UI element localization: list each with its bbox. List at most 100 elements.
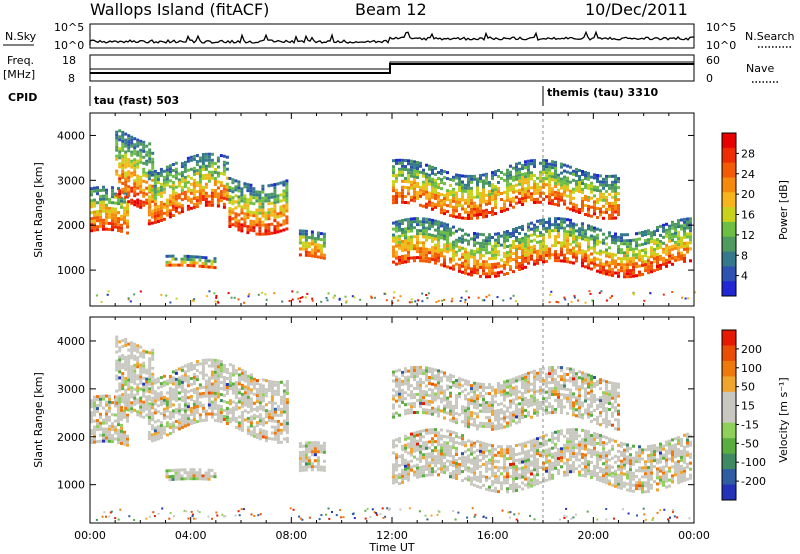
echo-cell <box>617 274 620 278</box>
echo-cell <box>494 200 497 204</box>
echo-cell <box>677 219 680 223</box>
echo-cell <box>404 201 407 204</box>
echo-cell <box>207 173 211 177</box>
echo-cell <box>425 467 428 471</box>
echo-cell <box>479 180 482 183</box>
echo-cell <box>168 200 172 204</box>
echo-cell <box>270 201 274 205</box>
echo-cell <box>545 439 548 443</box>
echo-cell <box>524 265 527 269</box>
echo-cell <box>422 186 425 190</box>
echo-cell <box>422 229 425 233</box>
echo-cell <box>201 174 205 177</box>
echo-cell <box>569 446 572 450</box>
noise-cell <box>306 292 309 295</box>
echo-cell <box>108 394 111 398</box>
echo-cell <box>467 210 470 214</box>
echo-cell <box>401 474 404 478</box>
echo-cell <box>587 248 590 252</box>
echo-cell <box>307 444 311 448</box>
echo-cell <box>192 196 196 200</box>
echo-cell <box>476 183 479 187</box>
echo-cell <box>539 161 542 165</box>
echo-cell <box>641 242 644 246</box>
echo-cell <box>491 251 494 254</box>
echo-cell <box>425 190 428 194</box>
echo-cell <box>150 400 154 404</box>
noise-cell <box>573 294 576 297</box>
echo-cell <box>139 184 143 188</box>
echo-cell <box>476 460 479 464</box>
echo-cell <box>581 170 584 173</box>
echo-cell <box>165 210 169 214</box>
echo-cell <box>115 344 119 348</box>
echo-cell <box>539 445 542 448</box>
echo-cell <box>434 228 437 232</box>
echo-cell <box>139 411 143 415</box>
echo-cell <box>452 211 455 215</box>
echo-cell <box>136 347 140 351</box>
echo-cell <box>452 470 455 474</box>
echo-cell <box>165 201 169 205</box>
echo-cell <box>210 176 214 180</box>
echo-cell <box>506 195 509 199</box>
echo-cell <box>569 192 572 196</box>
echo-cell <box>114 437 117 441</box>
echo-cell <box>458 436 461 439</box>
noise-cell <box>213 292 216 295</box>
echo-cell <box>222 400 226 403</box>
echo-cell <box>261 214 265 218</box>
echo-cell <box>491 447 494 451</box>
echo-cell <box>142 367 146 371</box>
echo-cell <box>121 172 125 176</box>
echo-cell <box>482 474 485 478</box>
echo-cell <box>246 213 250 217</box>
echo-cell <box>464 247 467 251</box>
echo-cell <box>479 250 482 254</box>
echo-cell <box>159 212 163 216</box>
echo-cell <box>285 404 289 407</box>
echo-cell <box>133 203 137 207</box>
echo-cell <box>434 446 437 450</box>
echo-cell <box>491 483 494 487</box>
echo-cell <box>482 456 485 460</box>
echo-cell <box>228 399 232 403</box>
echo-cell <box>231 418 235 422</box>
echo-cell <box>521 251 524 255</box>
echo-cell <box>261 420 265 424</box>
echo-cell <box>656 247 659 250</box>
echo-cell <box>177 178 181 182</box>
echo-cell <box>608 201 611 205</box>
echo-cell <box>105 415 108 419</box>
echo-cell <box>482 269 485 273</box>
echo-cell <box>398 464 401 468</box>
echo-cell <box>452 208 455 212</box>
echo-cell <box>156 431 160 435</box>
echo-cell <box>189 471 193 475</box>
echo-cell <box>524 232 527 236</box>
echo-cell <box>398 237 401 241</box>
echo-cell <box>304 232 308 236</box>
echo-cell <box>267 413 271 416</box>
echo-cell <box>207 164 211 168</box>
echo-cell <box>584 177 587 180</box>
echo-cell <box>503 460 506 464</box>
echo-cell <box>509 484 512 487</box>
echo-cell <box>536 464 539 468</box>
echo-cell <box>151 411 155 415</box>
echo-cell <box>192 190 196 194</box>
echo-cell <box>127 164 131 168</box>
echo-cell <box>168 197 172 201</box>
echo-cell <box>111 425 114 429</box>
echo-cell <box>530 463 533 467</box>
echo-cell <box>114 222 117 226</box>
echo-cell <box>470 177 473 181</box>
echo-cell <box>121 387 125 391</box>
echo-cell <box>153 390 157 394</box>
echo-cell <box>479 204 482 207</box>
echo-cell <box>252 383 256 387</box>
echo-cell <box>147 395 151 398</box>
echo-cell <box>261 384 265 388</box>
echo-cell <box>165 433 169 437</box>
echo-cell <box>581 446 584 450</box>
